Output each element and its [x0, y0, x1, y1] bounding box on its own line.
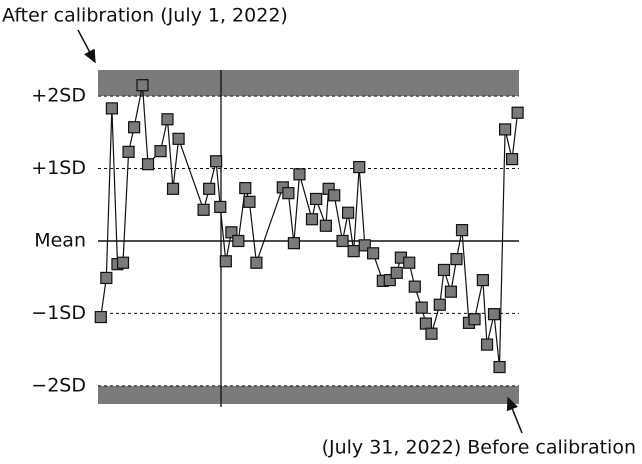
data-point	[172, 132, 185, 145]
data-point	[225, 226, 238, 239]
data-point	[328, 189, 341, 202]
data-point	[390, 266, 403, 279]
data-point	[383, 274, 396, 287]
data-point	[505, 153, 519, 166]
data-point	[232, 234, 245, 248]
y-tick-label: Mean	[34, 229, 86, 251]
data-point	[100, 271, 113, 285]
data-point	[105, 102, 118, 115]
data-point	[136, 79, 149, 92]
data-point	[141, 158, 155, 171]
annotation: After calibration (July 1, 2022)	[2, 5, 288, 27]
data-point	[122, 145, 135, 158]
data-point	[367, 247, 380, 260]
annotation-arrow	[506, 396, 523, 434]
data-point	[166, 182, 180, 195]
data-point	[293, 168, 306, 181]
data-point	[433, 298, 446, 311]
y-tick-label: +1SD	[31, 157, 86, 179]
annotation-arrow	[77, 29, 96, 64]
y-tick-label: −1SD	[31, 302, 86, 324]
data-point	[94, 310, 107, 324]
data-point	[161, 113, 174, 126]
data-point	[128, 121, 141, 134]
annotation: (July 31, 2022) Before calibration	[322, 437, 636, 459]
data-point	[511, 106, 524, 119]
data-point	[419, 317, 433, 330]
data-point	[214, 200, 227, 214]
data-point	[353, 160, 366, 174]
data-point	[444, 285, 458, 298]
data-point	[250, 256, 263, 269]
y-tick-label: −2SD	[31, 374, 86, 396]
data-point	[450, 252, 463, 266]
data-point	[455, 224, 469, 237]
data-point	[476, 274, 489, 287]
data-point	[154, 145, 167, 158]
data-point	[287, 237, 301, 250]
data-point	[243, 195, 256, 208]
data-point	[480, 338, 494, 351]
data-point	[239, 181, 252, 195]
data-point	[282, 187, 295, 200]
data-point	[203, 182, 216, 195]
data-line	[100, 85, 519, 368]
data-point	[310, 192, 323, 206]
data-point	[341, 206, 355, 219]
data-point	[468, 313, 481, 326]
out-of-range-band	[98, 385, 519, 404]
data-point	[499, 123, 512, 136]
data-point	[358, 239, 371, 252]
data-point	[197, 203, 210, 216]
data-point	[219, 255, 232, 268]
data-point	[347, 245, 360, 258]
data-point	[336, 234, 349, 248]
data-point	[116, 256, 130, 269]
data-point	[437, 263, 451, 277]
data-point	[319, 219, 332, 232]
data-point	[487, 308, 501, 321]
data-point	[408, 280, 421, 293]
data-point	[493, 360, 506, 374]
out-of-range-band	[98, 70, 519, 97]
data-point	[415, 301, 428, 314]
data-point	[210, 155, 223, 168]
data-point	[403, 256, 416, 269]
data-point	[305, 213, 319, 226]
data-point	[425, 327, 438, 340]
y-tick-label: +2SD	[31, 85, 86, 107]
